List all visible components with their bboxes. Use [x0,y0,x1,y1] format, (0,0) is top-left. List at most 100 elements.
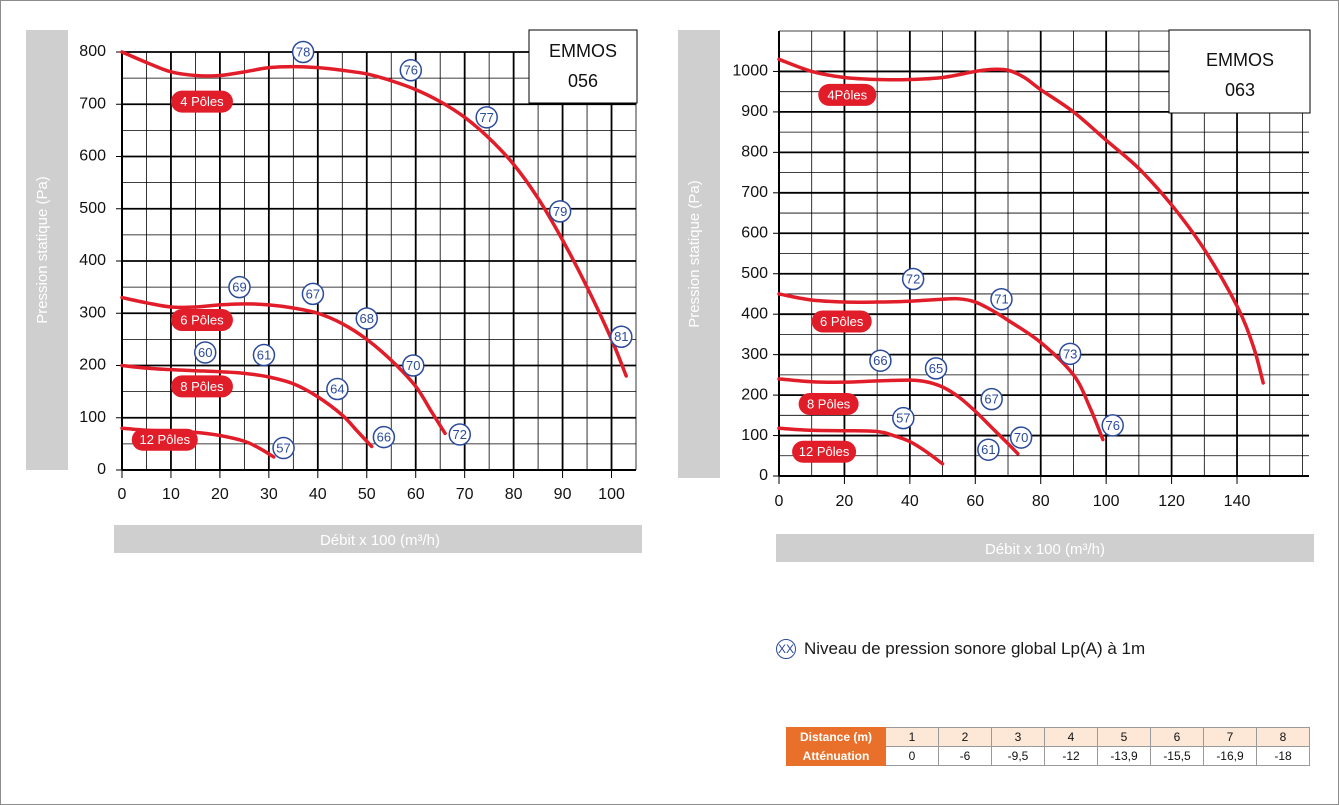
y-tick-label: 0 [97,461,106,478]
noise-marker-label: 69 [232,280,246,295]
distance-cell: 1 [885,727,939,747]
noise-marker-label: 61 [981,442,995,457]
attenuation-cell: -9,5 [991,746,1045,766]
y-axis-label: Pression statique (Pa) [686,180,703,328]
noise-marker-label: 66 [873,353,887,368]
series-label: 12 Pôles [799,444,850,459]
noise-marker-label: 57 [896,411,910,426]
x-tick-label: 0 [118,486,127,503]
series-curve [777,292,1105,442]
series-label-badge [798,392,859,415]
y-tick-label: 500 [741,265,768,282]
noise-marker [326,377,349,401]
series-curve [120,50,628,378]
noise-marker [228,275,251,299]
noise-marker-label: 72 [906,271,920,286]
noise-marker [977,438,1000,461]
distance-cell: 3 [991,727,1045,747]
y-tick-label: 400 [741,305,768,322]
noise-marker-label: 65 [929,361,943,376]
distance-header: Distance (m) [786,727,886,747]
series-curve [777,57,1265,385]
noise-marker-label: 64 [330,381,344,396]
noise-marker-label: 72 [453,427,467,442]
noise-marker [291,40,315,64]
noise-marker-label: 60 [198,345,212,360]
series-label-badge [170,375,233,398]
noise-level-marker-icon: XX [776,639,796,659]
series-label: 6 Pôles [820,314,864,329]
noise-marker-label: 57 [276,440,290,455]
x-tick-label: 10 [162,486,180,503]
y-tick-label: 900 [741,103,768,120]
noise-marker-label: 67 [984,392,998,407]
attenuation-header: Atténuation [786,746,886,766]
noise-marker [901,267,925,291]
y-tick-label: 700 [79,95,106,112]
model-name-line1: EMMOS [1206,50,1274,70]
series-label-badge [818,83,877,106]
x-tick-label: 60 [407,486,425,503]
noise-marker [548,200,572,223]
attenuation-table: Distance (m) 1 2 3 4 5 6 7 8 Atténuation… [786,727,1310,766]
distance-cell: 5 [1097,727,1151,747]
series-label-badge [811,310,872,333]
series-label: 4 Pôles [180,94,224,109]
noise-marker [980,387,1003,411]
noise-legend: XX Niveau de pression sonore global Lp(A… [776,634,1145,664]
y-tick-label: 100 [79,409,106,426]
series-label-badge [792,440,857,463]
y-tick-label: 200 [741,386,768,403]
noise-marker-label: 68 [360,311,374,326]
y-axis-title-bar [26,30,68,470]
noise-marker [924,357,948,380]
x-tick-label: 20 [211,486,229,503]
x-tick-label: 140 [1224,493,1251,510]
noise-marker-label: 66 [377,430,391,445]
noise-marker [301,282,325,306]
y-tick-label: 300 [741,346,768,363]
distance-cell: 2 [938,727,992,747]
noise-marker [475,106,498,129]
attenuation-cell: -15,5 [1150,746,1204,766]
noise-marker-label: 73 [1063,346,1077,361]
series-curve [777,377,1020,456]
series-label: 4Pôles [827,87,867,102]
y-axis-label: Pression statique (Pa) [34,176,51,324]
noise-marker-label: 70 [406,358,420,373]
y-tick-label: 800 [79,43,106,60]
y-tick-label: 400 [79,252,106,269]
x-tick-label: 20 [836,493,854,510]
y-tick-label: 1000 [732,63,768,80]
model-name-box [528,29,638,104]
attenuation-cell: -16,9 [1203,746,1257,766]
series-label: 12 Pôles [139,432,190,447]
attenuation-cell: -12 [1044,746,1098,766]
x-tick-label: 70 [456,486,474,503]
y-tick-label: 600 [79,148,106,165]
distance-cell: 8 [1256,727,1310,747]
x-axis-title-bar [776,534,1314,562]
series-label: 8 Pôles [807,396,851,411]
attenuation-row: Atténuation 0 -6 -9,5 -12 -13,9 -15,5 -1… [786,746,1310,766]
x-tick-label: 40 [309,486,327,503]
noise-marker-label: 67 [306,286,320,301]
model-name-box [1168,29,1311,114]
x-axis-title-bar [114,525,642,553]
noise-marker [990,287,1013,311]
series-label: 8 Pôles [180,379,224,394]
y-tick-label: 800 [741,144,768,161]
distance-cell: 7 [1203,727,1257,747]
y-tick-label: 200 [79,357,106,374]
noise-marker [272,436,295,460]
attenuation-cell: 0 [885,746,939,766]
series-label-badge [131,428,198,451]
noise-marker [372,425,396,449]
noise-marker [355,307,379,330]
x-tick-label: 60 [966,493,984,510]
noise-marker [610,325,633,349]
noise-marker [1101,414,1124,437]
model-name-line2: 056 [568,71,598,91]
